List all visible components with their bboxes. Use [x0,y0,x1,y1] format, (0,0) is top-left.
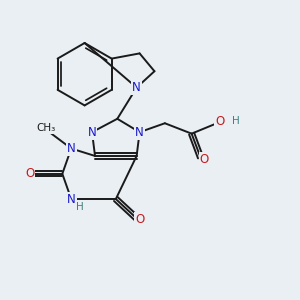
Text: O: O [25,167,34,180]
Text: H: H [232,116,240,126]
Text: N: N [67,142,76,155]
Text: H: H [76,202,84,212]
Text: N: N [135,126,144,139]
Text: O: O [200,153,209,166]
Text: N: N [67,193,76,206]
Text: O: O [215,115,224,128]
Text: N: N [88,126,96,139]
Text: N: N [132,81,141,94]
Text: CH₃: CH₃ [36,123,56,133]
Text: O: O [135,213,144,226]
